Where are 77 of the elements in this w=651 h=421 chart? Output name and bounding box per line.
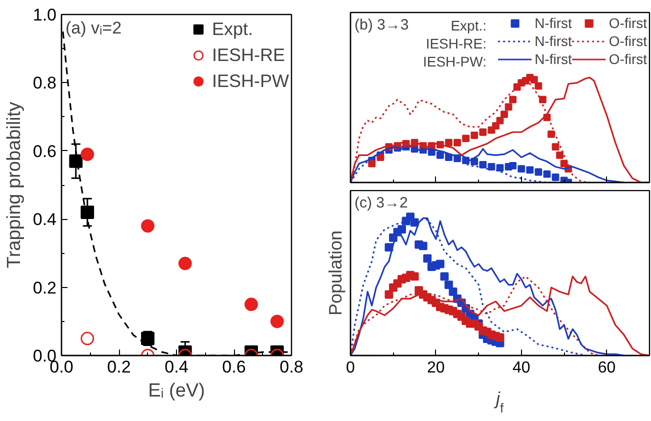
- point: [534, 168, 542, 176]
- point: [436, 260, 444, 268]
- point: [384, 290, 394, 299]
- legend-label: IESH-RE: [212, 44, 285, 66]
- point: [552, 143, 560, 151]
- point: [530, 76, 538, 84]
- point: [548, 130, 555, 138]
- point: [509, 96, 517, 104]
- point: [376, 154, 384, 162]
- point: [462, 134, 470, 142]
- point: [556, 152, 564, 159]
- point: [436, 152, 444, 159]
- point: [80, 206, 94, 219]
- point: [526, 166, 534, 174]
- x-tick-label: 0.6: [222, 358, 246, 376]
- x-tick-label: 0.8: [280, 358, 304, 376]
- y-tick-label: 1.0: [32, 6, 57, 24]
- point: [418, 242, 428, 250]
- text: (b) 3→3: [354, 16, 409, 34]
- text: (c) 3→2: [354, 194, 408, 212]
- y-tick-label: 0.8: [32, 74, 57, 93]
- point: [518, 165, 526, 173]
- point: [244, 298, 258, 312]
- legend-label: O-first: [608, 50, 647, 68]
- legend-label: Expt.: [212, 18, 254, 41]
- point: [539, 96, 546, 104]
- point: [368, 160, 376, 168]
- point: [69, 154, 83, 168]
- point: [479, 128, 487, 136]
- point: [448, 288, 458, 296]
- y-axis-title: Population: [326, 230, 346, 316]
- y-tick-label: 0.6: [32, 142, 57, 161]
- point: [500, 110, 508, 118]
- x-tick-label: 0.4: [164, 358, 188, 376]
- point: [141, 219, 154, 233]
- point: [496, 116, 504, 124]
- point: [80, 148, 94, 161]
- text: IESH-RE:: [426, 36, 487, 52]
- y-tick-label: 0.2: [32, 278, 57, 298]
- y-tick-label: 0.4: [32, 210, 57, 230]
- legend-label: O-first: [608, 14, 647, 32]
- point: [80, 332, 94, 346]
- point: [270, 314, 284, 328]
- point: [178, 256, 192, 270]
- point: [423, 254, 432, 263]
- x-tick-label: 0.2: [107, 358, 131, 376]
- legend-label: N-first: [534, 50, 572, 68]
- point: [410, 272, 419, 281]
- point: [534, 82, 542, 90]
- x-tick-label: 0: [346, 360, 356, 376]
- x-tick-label: 60: [598, 360, 616, 376]
- legend-label: IESH-PW: [212, 70, 289, 92]
- point: [470, 132, 478, 139]
- x-tick-label: 20: [427, 360, 445, 376]
- point: [492, 122, 500, 130]
- point: [398, 225, 406, 234]
- text: Expt.:: [450, 18, 487, 34]
- point: [504, 103, 512, 111]
- point: [496, 164, 504, 172]
- legend-label: N-first: [534, 14, 572, 32]
- point: [444, 280, 453, 289]
- text: IESH-PW:: [422, 54, 487, 70]
- point: [543, 170, 551, 178]
- point: [496, 333, 504, 342]
- x-axis-title: Eᵢ (eV): [148, 380, 205, 402]
- annotation: (a) vᵢ=2: [66, 18, 122, 38]
- point: [440, 272, 449, 281]
- y-axis-title: Trapping probability: [4, 101, 25, 268]
- point: [552, 174, 560, 181]
- legend-label: N-first: [534, 32, 572, 50]
- point: [454, 138, 461, 146]
- point: [445, 138, 452, 146]
- point: [488, 163, 496, 170]
- legend-label: O-first: [608, 32, 647, 50]
- x-tick-label: 40: [512, 360, 530, 376]
- point: [509, 162, 517, 170]
- point: [479, 160, 487, 168]
